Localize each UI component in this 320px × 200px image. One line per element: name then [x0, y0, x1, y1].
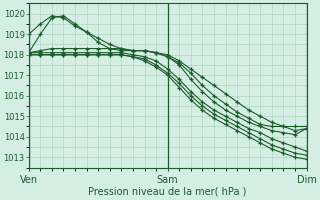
X-axis label: Pression niveau de la mer( hPa ): Pression niveau de la mer( hPa ) [89, 187, 247, 197]
